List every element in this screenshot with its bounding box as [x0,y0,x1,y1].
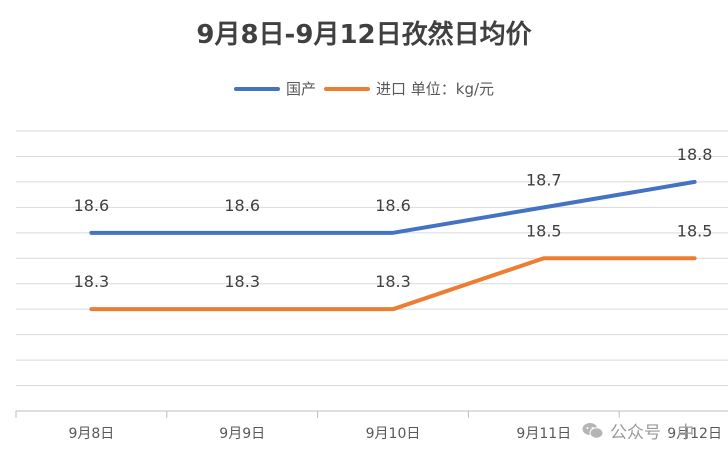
x-tick-label: 9月11日 [516,426,571,442]
legend-swatch-domestic [233,86,280,91]
x-tick-label: 9月10日 [366,426,421,442]
series-line-domestic [89,179,697,235]
legend-item-imported: 进口 单位：kg/元 [323,78,495,99]
legend-label-imported: 进口 单位：kg/元 [375,80,495,98]
series-line-imported [89,256,697,312]
wechat-icon [582,422,604,439]
legend-swatch-imported [323,86,370,91]
legend-label-domestic: 国产 [285,80,316,98]
watermark-text: 公众号 · 中 [610,423,695,443]
x-axis: 9月8日 9月9日 9月10日 9月11日 9月12日 [15,411,722,442]
data-label: 18.6 [224,196,260,215]
x-tick-label: 9月12日 [667,426,722,442]
data-label: 18.5 [677,221,713,240]
legend: 国产 进口 单位：kg/元 [0,78,728,99]
data-label: 18.6 [74,196,110,215]
series-lines [89,179,697,312]
data-label: 18.8 [677,145,713,164]
data-label: 18.3 [375,272,411,291]
legend-item-domestic: 国产 [233,78,316,99]
watermark: 公众号 · 中 [582,418,694,443]
data-label: 18.5 [526,221,562,240]
chart-title: 9月8日-9月12日孜然日均价 [196,20,532,50]
data-label: 18.7 [526,170,562,189]
data-labels: 18.6 18.6 18.6 18.7 18.8 18.3 18.3 18.3 18.5 18.5 [74,145,713,291]
data-label: 18.6 [375,196,411,215]
gridlines [16,130,728,412]
data-label: 18.3 [74,272,110,291]
x-tick-label: 9月9日 [219,426,265,442]
data-label: 18.3 [224,272,260,291]
x-tick-label: 9月8日 [68,426,114,442]
